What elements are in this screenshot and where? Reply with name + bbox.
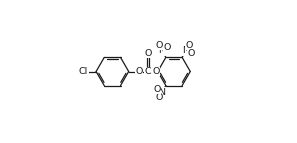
Text: O: O [153,85,161,94]
Text: N: N [159,88,165,97]
Text: O: O [163,43,170,52]
Text: O: O [153,67,160,76]
Text: N: N [159,46,165,55]
Text: N: N [183,46,189,55]
Text: O: O [136,67,143,76]
Text: O: O [144,49,151,58]
Text: C: C [144,67,151,76]
Text: O: O [155,41,162,50]
Text: O: O [187,49,195,58]
Text: O: O [155,93,162,102]
Text: O: O [186,41,193,50]
Text: Cl: Cl [79,67,88,76]
